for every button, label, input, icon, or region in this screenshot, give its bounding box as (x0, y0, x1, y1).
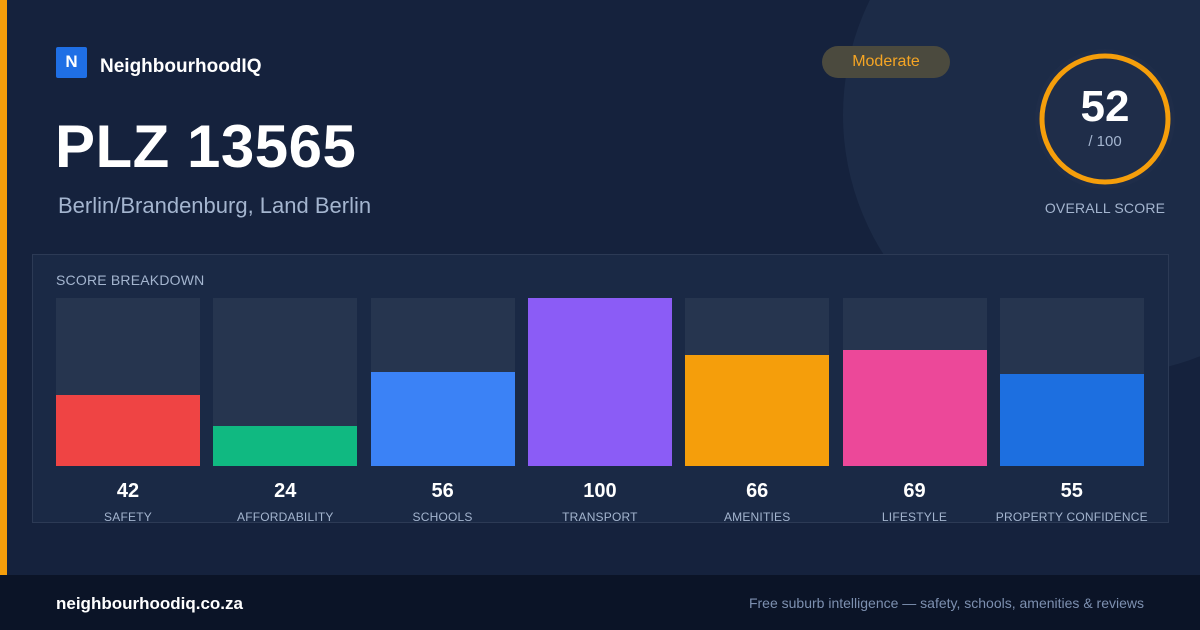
bar-fill (842, 350, 987, 466)
bar-value: 66 (746, 480, 769, 502)
bar-fill (213, 425, 358, 466)
bar-fill (999, 373, 1144, 466)
score-breakdown-panel: SCORE BREAKDOWN 42 SAFETY 24 AFFORDABILITY 5… (32, 254, 1169, 524)
bar-value: 42 (116, 480, 140, 502)
bar-value: 69 (903, 480, 926, 502)
bar-value: 56 (431, 480, 454, 502)
bar-label: AFFORDABILITY (236, 510, 334, 524)
brand[interactable]: N NeighbourhoodIQ (56, 46, 261, 78)
rating-badge: Moderate (822, 46, 950, 78)
page-title: PLZ 13565 (55, 113, 357, 180)
overall-score-max: / 100 (1088, 133, 1122, 150)
bar-value: 55 (1060, 480, 1083, 502)
overall-score-value: 52 (1080, 82, 1130, 131)
bar-track (842, 298, 987, 466)
bar-value: 24 (274, 480, 297, 502)
bar-label: LIFESTYLE (881, 510, 948, 524)
accent-stripe (0, 0, 7, 575)
bar-label: SCHOOLS (412, 510, 473, 524)
bar-fill (370, 371, 515, 466)
bar-track (213, 298, 358, 466)
bar-track (999, 298, 1144, 466)
bar-label: AMENITIES (723, 510, 791, 524)
bar-label: TRANSPORT (562, 510, 638, 524)
overall-score-label: OVERALL SCORE (1044, 200, 1166, 216)
bar-track (685, 298, 830, 466)
bar-value: 100 (583, 480, 617, 502)
score-ring-backdrop (1035, 49, 1175, 189)
page-subtitle: Berlin/Brandenburg, Land Berlin (58, 193, 372, 218)
bar-track (527, 298, 672, 466)
bar-track (56, 298, 200, 466)
footer-domain-link[interactable]: neighbourhoodiq.co.za (56, 594, 243, 613)
bar-fill (685, 355, 830, 466)
overall-score-ring: 52 / 100 (1028, 42, 1182, 196)
bar-fill (56, 395, 200, 466)
bar-fill (527, 298, 672, 466)
score-ring-stroke (1039, 53, 1171, 185)
footer: neighbourhoodiq.co.za Free suburb intell… (0, 575, 1200, 630)
bar-track (370, 298, 515, 466)
breakdown-title: SCORE BREAKDOWN (56, 272, 205, 288)
score-ring-graphic (1035, 49, 1175, 189)
brand-name: NeighbourhoodIQ (100, 56, 262, 77)
footer-tagline: Free suburb intelligence — safety, schoo… (748, 595, 1144, 611)
bar-label: SAFETY (104, 510, 152, 524)
brand-logo-icon: N (56, 46, 87, 78)
bar-label: PROPERTY CONFIDENCE (995, 510, 1148, 524)
